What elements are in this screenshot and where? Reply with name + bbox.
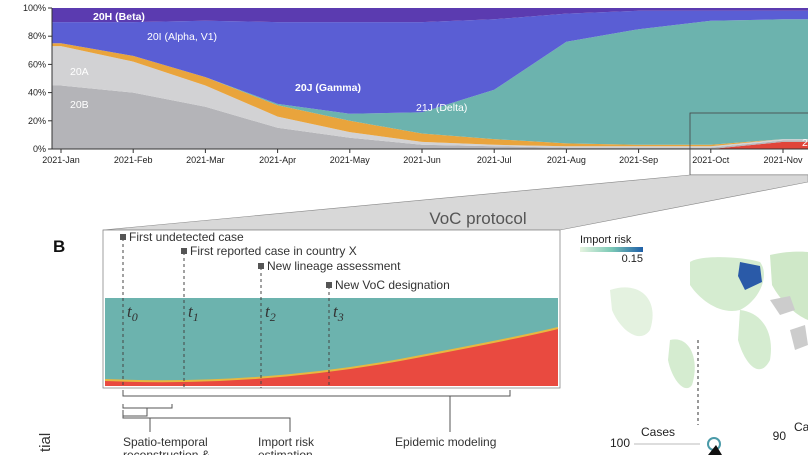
series-label: 20H (Beta)	[93, 11, 145, 23]
area	[52, 46, 808, 148]
event-label: New VoC designation	[335, 278, 450, 292]
time-label: t1	[188, 302, 199, 324]
colorbar-label: 0.15	[622, 253, 643, 265]
map	[610, 251, 808, 389]
step-label: estimation	[258, 448, 313, 455]
y-tick-label: 100%	[23, 3, 46, 13]
inset-area	[105, 328, 558, 386]
time-subscript: 0	[132, 310, 138, 324]
series-label: 20I (Alpha, V1)	[147, 31, 217, 43]
x-tick-label: 2021-Jul	[477, 155, 512, 165]
x-tick-label: 2021-Nov	[763, 155, 803, 165]
time-symbol: t	[265, 302, 271, 321]
step-label: Import risk	[258, 435, 315, 449]
time-subscript: 2	[270, 310, 276, 324]
event-marker	[181, 248, 187, 254]
step-label: Epidemic modeling	[395, 435, 496, 449]
x-tick-label: 2021-Aug	[547, 155, 586, 165]
event-marker	[258, 263, 264, 269]
colorbar-title: Import risk	[580, 234, 632, 246]
area	[52, 141, 808, 149]
axes: 0% 20% 40% 60% 80% 100% 2021-Jan 2021-Feb 2021-M…	[23, 3, 808, 165]
cases-right-tick: 90	[773, 429, 787, 443]
time-symbol: t	[333, 302, 339, 321]
x-tick-label: 2021-Jun	[403, 155, 441, 165]
y-tick-label: 60%	[28, 59, 46, 69]
series-label: 21J (Delta)	[416, 102, 467, 114]
time-label: t3	[333, 302, 344, 324]
x-tick-label: 2021-Sep	[619, 155, 658, 165]
x-tick-label: 2021-Jan	[42, 155, 80, 165]
x-tick-label: 2021-Mar	[186, 155, 225, 165]
area-chart: 0% 20% 40% 60% 80% 100% 2021-Jan 2021-Feb 2021-M…	[23, 3, 808, 165]
time-subscript: 1	[193, 310, 199, 324]
x-tick-label: 2021-Feb	[114, 155, 153, 165]
area	[52, 10, 808, 114]
y-tick-label: 40%	[28, 88, 46, 98]
y-tick-label: 0%	[33, 144, 46, 154]
step-label: Spatio-temporal	[123, 435, 208, 449]
panel-title: VoC protocol	[429, 209, 526, 228]
event-label: New lineage assessment	[267, 259, 401, 273]
time-label: t2	[265, 302, 276, 324]
zoom-projection	[102, 174, 808, 231]
brackets	[122, 390, 511, 432]
inset-line	[104, 327, 559, 383]
event-label: First reported case in country X	[190, 244, 357, 258]
colorbar	[580, 247, 643, 252]
time-symbol: t	[127, 302, 133, 321]
series-label: 20J (Gamma)	[295, 82, 361, 94]
cases-tick: 100	[610, 436, 630, 450]
time-label: t0	[127, 302, 138, 324]
event-marker	[326, 282, 332, 288]
panel-label: B	[53, 237, 65, 256]
marker	[708, 445, 722, 455]
cases-right-title: Ca	[794, 420, 808, 434]
x-tick-label: 2021-Oct	[692, 155, 730, 165]
series-label: 2	[802, 137, 808, 149]
series-label: 20A	[70, 66, 89, 78]
time-symbol: t	[188, 302, 194, 321]
y-tick-label: 80%	[28, 31, 46, 41]
time-subscript: 3	[337, 310, 344, 324]
step-label: reconstruction &	[123, 448, 210, 455]
x-tick-label: 2021-May	[330, 155, 371, 165]
series-label: 20B	[70, 99, 89, 111]
area	[52, 8, 808, 23]
cases-title: Cases	[641, 425, 675, 439]
area	[52, 85, 808, 149]
y-tick-label: 20%	[28, 116, 46, 126]
event-marker	[120, 234, 126, 240]
side-label: tial	[37, 433, 54, 452]
area	[52, 19, 808, 145]
x-tick-label: 2021-Apr	[259, 155, 296, 165]
event-label: First undetected case	[129, 230, 244, 244]
